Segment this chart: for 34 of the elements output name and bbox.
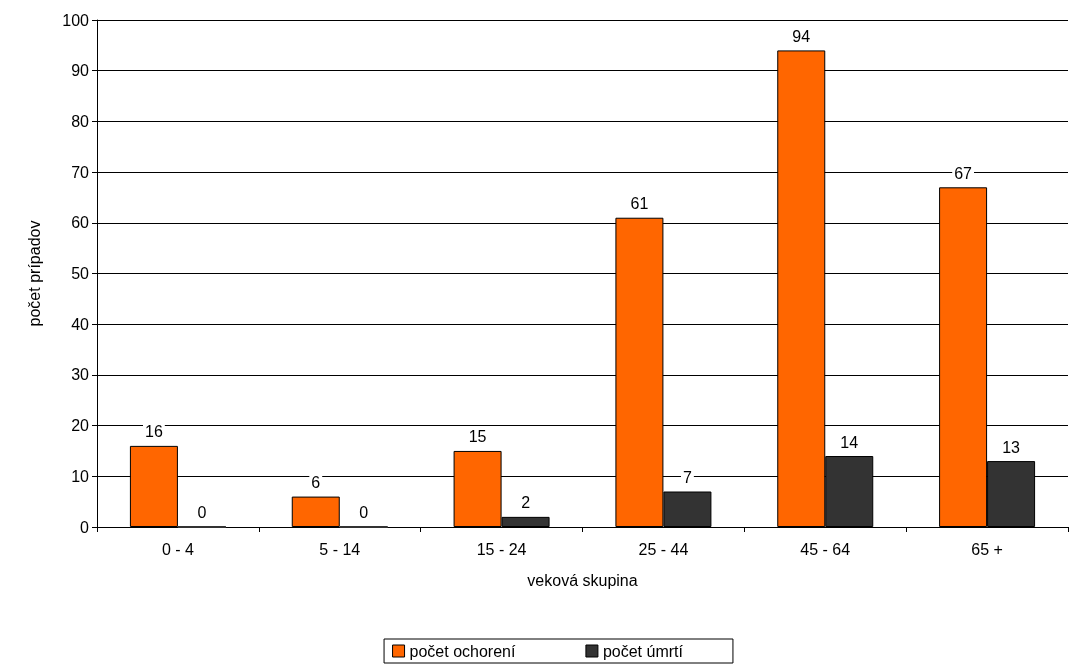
x-axis-title: veková skupina: [527, 571, 638, 589]
y-tick-label: 60: [71, 214, 90, 232]
data-label: 61: [630, 195, 649, 213]
y-tick-label: 20: [71, 417, 90, 435]
data-label: 13: [1002, 438, 1021, 456]
y-tick-label: 10: [71, 467, 90, 485]
data-label: 94: [792, 27, 811, 45]
data-label: 0: [359, 503, 369, 521]
y-tick-label: 50: [71, 265, 90, 282]
data-label: 14: [840, 433, 859, 451]
data-label: 67: [954, 164, 973, 182]
y-tick-label: 0: [80, 518, 90, 536]
data-label: 6: [311, 474, 321, 492]
y-tick-label: 30: [71, 366, 90, 384]
y-tick-label: 90: [71, 62, 90, 80]
data-label: 7: [682, 469, 692, 487]
x-tick-label: 65 +: [971, 540, 1003, 558]
data-label: 16: [145, 423, 163, 441]
data-label: 0: [197, 503, 207, 521]
bar: [291, 496, 340, 527]
legend-label: počet ochorení: [409, 642, 516, 660]
y-tick-label: 70: [71, 163, 90, 181]
legend-label: počet úmrtí: [602, 642, 684, 660]
data-label: 15: [468, 428, 487, 446]
x-tick-label: 15 - 24: [476, 540, 527, 558]
y-tick-label: 80: [71, 112, 90, 130]
x-tick-label: 0 - 4: [161, 540, 195, 558]
y-tick-label: 100: [62, 11, 90, 29]
x-tick-label: 45 - 64: [800, 540, 851, 558]
y-axis-title: počet prípadov: [25, 220, 43, 327]
x-tick-label: 5 - 14: [319, 540, 361, 558]
data-label: 2: [521, 494, 531, 512]
x-tick-label: 25 - 44: [638, 540, 689, 558]
y-tick-label: 40: [71, 315, 90, 333]
